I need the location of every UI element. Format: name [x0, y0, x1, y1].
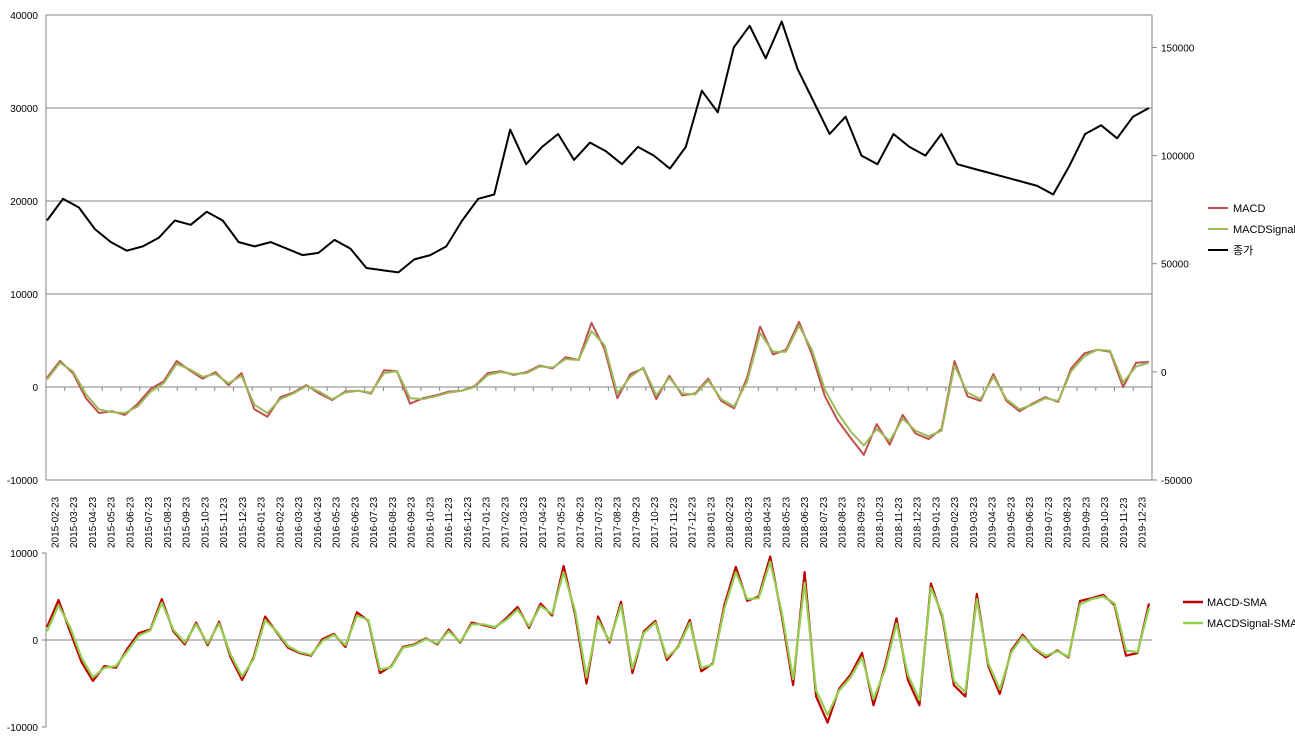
x-tick-label: 2017-12-23 — [688, 496, 699, 548]
legend-item: MACDSignal — [1208, 224, 1295, 236]
legend-label: MACD — [1233, 203, 1265, 215]
x-tick-label: 2015-02-23 — [50, 496, 61, 548]
x-tick-label: 2016-05-23 — [332, 496, 343, 548]
x-tick-label: 2019-05-23 — [1006, 496, 1017, 548]
x-tick-label: 2019-04-23 — [988, 496, 999, 548]
x-tick-label: 2018-07-23 — [819, 496, 830, 548]
legend-label: MACDSignal — [1233, 224, 1295, 236]
y-right-tick-label: 50000 — [1161, 260, 1189, 271]
y-left-tick-label: 10000 — [10, 290, 38, 301]
x-tick-label: 2018-12-23 — [913, 496, 924, 548]
x-tick-label: 2016-02-23 — [275, 496, 286, 548]
x-tick-label: 2018-01-23 — [706, 496, 717, 548]
x-tick-label: 2018-11-23 — [894, 497, 905, 548]
y-left-tick-label: 40000 — [10, 11, 38, 22]
x-tick-label: 2016-11-23 — [444, 497, 455, 548]
y-right-tick-label: 100000 — [1161, 152, 1195, 163]
x-tick-label: 2016-12-23 — [463, 496, 474, 548]
x-tick-label: 2017-08-23 — [613, 496, 624, 548]
x-tick-label: 2018-08-23 — [838, 496, 849, 548]
x-tick-label: 2019-01-23 — [931, 496, 942, 548]
x-tick-label: 2016-08-23 — [388, 496, 399, 548]
legend-item: MACD — [1208, 203, 1265, 215]
x-tick-label: 2019-12-23 — [1138, 496, 1149, 548]
x-tick-label: 2019-07-23 — [1044, 496, 1055, 548]
x-tick-label: 2018-03-23 — [744, 496, 755, 548]
x-tick-label: 2019-08-23 — [1063, 496, 1074, 548]
x-tick-label: 2017-01-23 — [482, 496, 493, 548]
x-tick-label: 2015-09-23 — [182, 496, 193, 548]
x-tick-label: 2016-06-23 — [350, 496, 361, 548]
x-tick-label: 2017-05-23 — [557, 496, 568, 548]
legend-label: MACDSignal-SMA — [1207, 618, 1295, 630]
x-tick-label: 2016-10-23 — [425, 496, 436, 548]
x-tick-label: 2015-05-23 — [107, 496, 118, 548]
x-tick-label: 2015-03-23 — [69, 496, 80, 548]
x-tick-label: 2015-08-23 — [163, 496, 174, 548]
y-tick-label: 0 — [32, 636, 38, 647]
x-tick-label: 2015-11-23 — [219, 497, 230, 548]
legend-top: MACD MACDSignal 종가 — [1208, 203, 1295, 257]
x-tick-label: 2018-10-23 — [875, 496, 886, 548]
x-tick-label: 2015-12-23 — [238, 496, 249, 548]
x-tick-label: 2017-11-23 — [669, 497, 680, 548]
y-left-tick-label: 20000 — [10, 197, 38, 208]
y-right-tick-label: 150000 — [1161, 43, 1195, 54]
x-tick-label: 2016-04-23 — [313, 496, 324, 548]
x-tick-label: 2018-02-23 — [725, 496, 736, 548]
series-line-signal_sma — [45, 560, 1151, 716]
y-left-tick-label: 30000 — [10, 104, 38, 115]
x-tick-label: 2019-11-23 — [1119, 497, 1130, 548]
legend-label: 종가 — [1233, 244, 1253, 257]
x-tick-label: 2015-04-23 — [88, 496, 99, 548]
x-tick-label: 2016-09-23 — [407, 496, 418, 548]
x-tick-label: 2019-06-23 — [1025, 496, 1036, 548]
x-tick-label: 2018-04-23 — [763, 496, 774, 548]
legend-label: MACD-SMA — [1207, 597, 1268, 609]
x-tick-label: 2016-03-23 — [294, 496, 305, 548]
x-tick-label: 2016-01-23 — [257, 496, 268, 548]
x-tick-label: 2019-02-23 — [950, 496, 961, 548]
series-line-signal — [46, 324, 1150, 447]
y-left-tick-label: 0 — [32, 383, 38, 394]
x-tick-label: 2019-10-23 — [1100, 496, 1111, 548]
x-tick-label: 2017-04-23 — [538, 496, 549, 548]
legend-bottom: MACD-SMA MACDSignal-SMA — [1183, 597, 1295, 630]
x-tick-label: 2015-07-23 — [144, 496, 155, 548]
series-line-macd_sma — [45, 555, 1151, 724]
y-tick-label: -10000 — [7, 723, 39, 734]
x-tick-label: 2018-05-23 — [781, 496, 792, 548]
x-tick-label: 2017-02-23 — [500, 496, 511, 548]
x-tick-label: 2017-07-23 — [594, 496, 605, 548]
y-right-tick-label: -50000 — [1161, 476, 1193, 487]
y-tick-label: 10000 — [10, 549, 38, 560]
y-left-tick-label: -10000 — [7, 476, 39, 487]
x-tick-label: 2019-03-23 — [969, 496, 980, 548]
top-chart: 400003000020000100000-100001500001000005… — [7, 11, 1295, 548]
series-line-close — [46, 20, 1150, 274]
x-tick-label: 2017-06-23 — [575, 496, 586, 548]
bottom-chart: 10000 0 -10000 MACD-SMA MACDSignal-SMA — [7, 549, 1295, 734]
legend-item: MACDSignal-SMA — [1183, 618, 1295, 630]
x-tick-label: 2017-03-23 — [519, 496, 530, 548]
legend-item: 종가 — [1208, 244, 1253, 257]
x-tick-label: 2015-10-23 — [200, 496, 211, 548]
x-tick-label: 2017-09-23 — [631, 496, 642, 548]
x-tick-label: 2016-07-23 — [369, 496, 380, 548]
x-tick-label: 2019-09-23 — [1081, 496, 1092, 548]
x-tick-label: 2017-10-23 — [650, 496, 661, 548]
x-tick-label: 2018-09-23 — [856, 496, 867, 548]
legend-item: MACD-SMA — [1183, 597, 1268, 609]
y-right-tick-label: 0 — [1161, 368, 1167, 379]
x-tick-label: 2018-06-23 — [800, 496, 811, 548]
x-tick-label: 2015-06-23 — [125, 496, 136, 548]
